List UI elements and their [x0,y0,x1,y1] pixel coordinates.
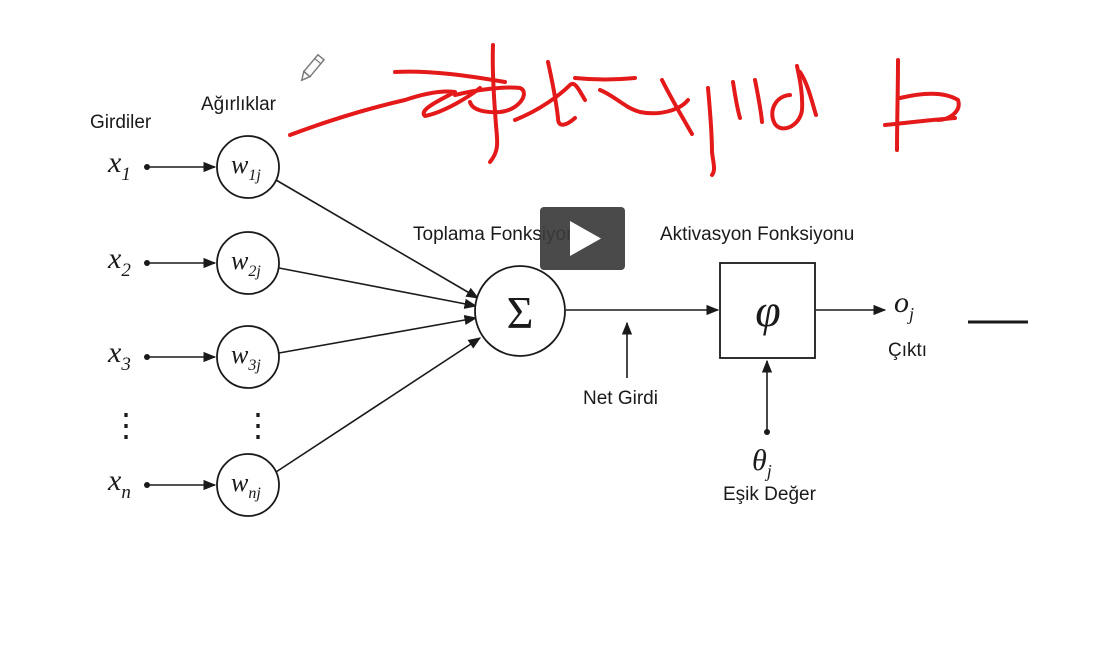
input-x1: x1 [107,146,131,185]
pencil-icon[interactable] [299,53,326,83]
weight-node-w1j: w1j [216,135,280,199]
input-xn: xn [107,464,131,503]
svg-text:Σ: Σ [507,287,534,338]
weights-ellipsis: ⋮ [242,407,274,443]
play-icon[interactable] [570,221,601,256]
svg-text:oj: oj [894,286,914,324]
activation-heading: Aktivasyon Fonksiyonu [660,224,854,245]
play-button[interactable] [540,207,625,270]
weight-node-w2j: w2j [216,231,280,295]
svg-text:x2: x2 [107,242,131,281]
handwritten-annotation [288,43,961,177]
svg-text:x1: x1 [107,146,131,185]
weight-node-w3j: w3j [216,325,280,389]
inputs-heading: Girdiler [90,112,152,133]
threshold-label: Eşik Değer [723,484,817,505]
weights-heading: Ağırlıklar [201,94,277,115]
svg-text:φ: φ [755,285,780,336]
svg-text:wnj: wnj [231,468,261,502]
svg-text:xn: xn [107,464,131,503]
activation-node: φ [719,262,816,359]
output-symbol: oj [894,286,914,324]
svg-text:x3: x3 [107,336,131,375]
input-x2: x2 [107,242,131,281]
svg-text:θj: θj [752,444,772,481]
svg-text:w3j: w3j [231,340,261,374]
output-label: Çıktı [888,340,927,361]
threshold-symbol: θj [752,444,772,481]
weight-node-wnj: wnj [216,453,280,517]
inputs-ellipsis: ⋮ [110,407,142,443]
summation-node: Σ [474,265,566,357]
svg-text:w2j: w2j [231,246,261,280]
input-x3: x3 [107,336,131,375]
net-input-label: Net Girdi [583,388,658,409]
svg-text:w1j: w1j [231,150,261,184]
